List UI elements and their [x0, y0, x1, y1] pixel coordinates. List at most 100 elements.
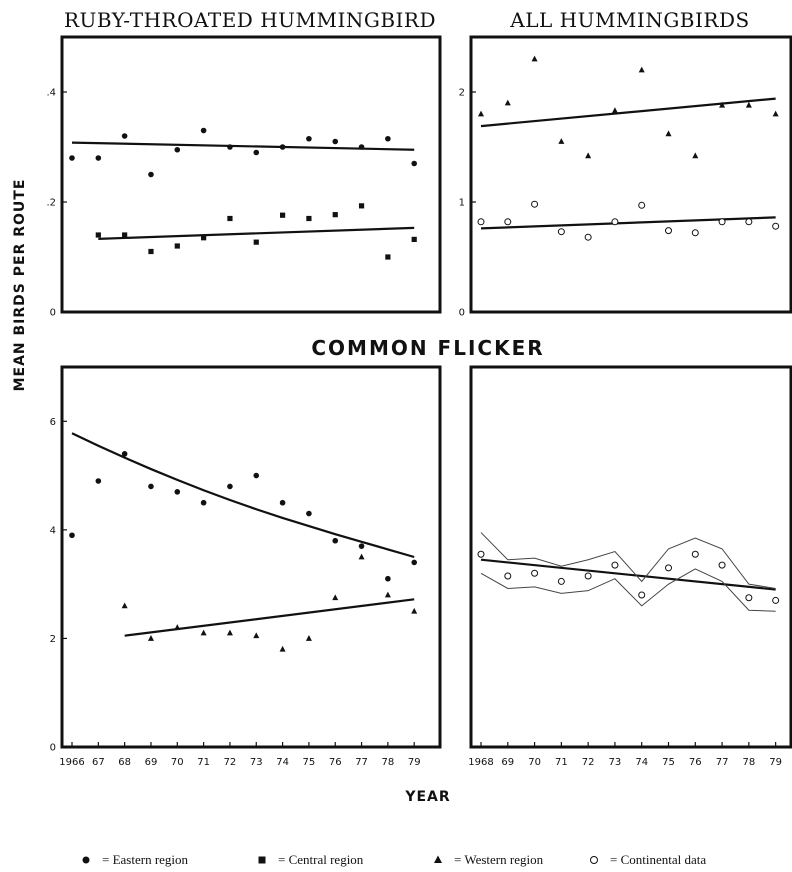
legend-marker-filled-square — [258, 856, 266, 864]
y-tick-label: 0 — [50, 308, 56, 319]
data-point-eastern-region — [174, 489, 181, 495]
data-point-western-region — [200, 629, 207, 636]
data-point-continental-data — [772, 596, 780, 604]
data-point-western-region — [253, 632, 260, 639]
x-tick-label: 76 — [329, 757, 342, 768]
x-tick-label: 79 — [769, 757, 782, 768]
legend-item-central: = Central region — [258, 852, 364, 867]
data-point-continental-data — [718, 218, 726, 226]
x-tick-label: 77 — [716, 757, 729, 768]
x-tick-label: 78 — [742, 757, 755, 768]
legend-label-central: = Central region — [278, 852, 364, 867]
y-tick-label: 0 — [459, 308, 465, 319]
data-point-western-region — [638, 66, 645, 73]
data-point-western-region — [121, 602, 128, 609]
x-tick-label: 72 — [582, 757, 595, 768]
data-point-eastern-region — [253, 472, 260, 479]
x-tick-label: 70 — [528, 757, 541, 768]
data-point-continental-data — [477, 218, 485, 226]
data-point-western-region — [358, 553, 365, 560]
trend-line-central-region — [98, 226, 415, 240]
data-point-central-region — [279, 212, 286, 218]
data-point-eastern-region — [200, 127, 207, 134]
data-point-western-region — [384, 591, 391, 598]
data-point-continental-data — [691, 229, 699, 237]
x-tick-label: 1966 — [59, 757, 84, 768]
data-point-western-region — [504, 99, 511, 106]
data-point-eastern-region — [69, 532, 75, 539]
y-tick-label: 6 — [50, 417, 56, 428]
trend-line-eastern-region — [71, 432, 415, 559]
trend-line-eastern-region — [71, 141, 415, 151]
data-point-eastern-region — [200, 499, 207, 506]
legend-label-western: = Western region — [454, 852, 544, 867]
trend-line-continental-data — [480, 216, 776, 230]
data-point-western-region — [478, 110, 484, 117]
data-point-continental-data — [584, 233, 592, 241]
data-point-central-region — [174, 243, 180, 249]
x-tick-label: 77 — [355, 757, 368, 768]
data-point-continental-data — [557, 577, 565, 585]
x-tick-label: 71 — [197, 757, 210, 768]
y-tick-label: .2 — [46, 198, 56, 209]
chart-title-common-flicker: COMMON FLICKER — [311, 336, 544, 360]
data-point-continental-data — [638, 591, 646, 599]
data-point-eastern-region — [385, 135, 391, 142]
data-point-western-region — [279, 645, 286, 652]
legend-marker-shape — [434, 855, 442, 863]
legend-label-eastern: = Eastern region — [102, 852, 189, 867]
data-point-eastern-region — [148, 483, 154, 490]
data-point-eastern-region — [121, 451, 128, 457]
trend-line-western-region — [124, 598, 415, 637]
panel-frame-flicker-regions — [60, 365, 442, 749]
data-point-western-region — [692, 152, 699, 159]
panel-frame-all-hummingbirds — [469, 35, 792, 314]
data-point-continental-data — [611, 561, 619, 569]
data-point-continental-data — [691, 550, 699, 558]
y-tick-label: 2 — [459, 88, 465, 99]
x-tick-label: 67 — [92, 757, 105, 768]
data-point-continental-data — [638, 201, 646, 209]
data-point-eastern-region — [227, 144, 233, 150]
data-point-western-region — [745, 101, 752, 108]
data-point-continental-data — [504, 572, 512, 580]
legend-marker-shape — [82, 856, 90, 864]
x-axis-label: YEAR — [404, 789, 450, 805]
data-point-eastern-region — [332, 138, 339, 145]
series-line-lower-band — [480, 568, 776, 612]
data-point-central-region — [253, 239, 259, 245]
panel-frame-flicker-continental — [469, 365, 792, 749]
x-tick-label: 72 — [224, 757, 237, 768]
data-point-western-region — [531, 55, 538, 62]
x-tick-label: 76 — [689, 757, 702, 768]
x-tick-label: 75 — [303, 757, 316, 768]
x-tick-label: 1968 — [468, 757, 493, 768]
data-point-eastern-region — [385, 575, 391, 582]
data-point-central-region — [227, 215, 233, 222]
y-tick-label: 0 — [50, 743, 56, 754]
y-tick-label: 1 — [459, 198, 465, 209]
y-tick-label: 4 — [50, 525, 56, 536]
data-point-eastern-region — [279, 144, 286, 150]
data-point-western-region — [719, 101, 726, 108]
x-tick-label: 71 — [555, 757, 568, 768]
data-point-western-region — [332, 594, 339, 601]
plot-flicker-continental: 1968 69 70 71 72 73 74 75 76 77 78 79 — [468, 532, 782, 768]
data-point-western-region — [174, 624, 181, 630]
data-point-continental-data — [772, 222, 780, 230]
data-point-western-region — [558, 138, 565, 144]
trend-line-western-region — [480, 97, 776, 128]
data-point-eastern-region — [121, 133, 128, 139]
plot-ruby-throated: 0 .2 .4 — [46, 88, 418, 319]
data-point-central-region — [332, 212, 338, 218]
data-point-eastern-region — [306, 510, 312, 517]
legend: = Eastern region = Central region = West… — [82, 852, 706, 867]
panel-frame-ruby — [60, 35, 442, 314]
data-point-eastern-region — [358, 543, 365, 549]
data-point-continental-data — [557, 228, 565, 236]
data-point-western-region — [772, 110, 779, 117]
data-point-eastern-region — [69, 155, 75, 161]
data-point-central-region — [385, 254, 391, 260]
data-point-central-region — [95, 232, 101, 238]
legend-marker-filled-triangle — [434, 855, 442, 863]
